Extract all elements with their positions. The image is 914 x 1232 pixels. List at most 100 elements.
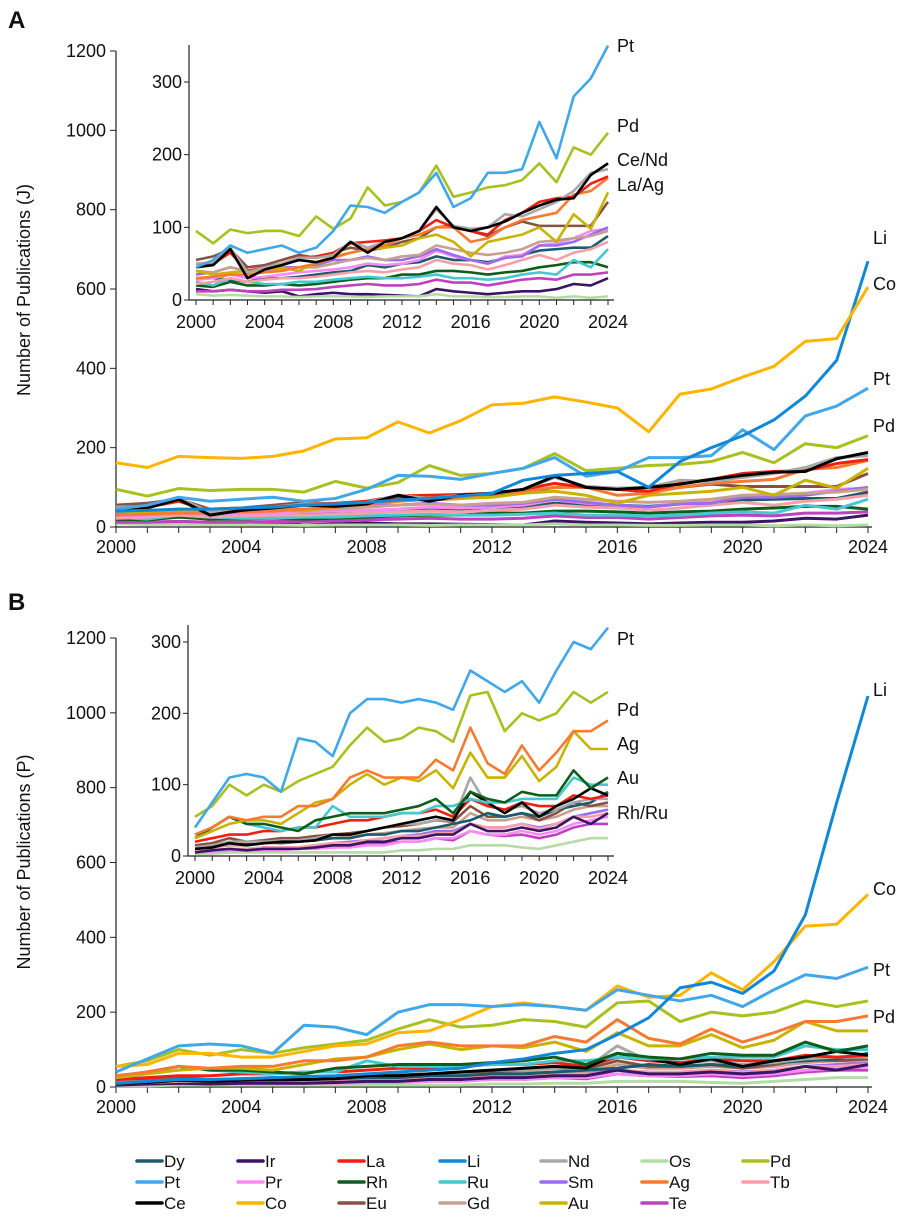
annotation-label: Pd <box>873 1007 895 1027</box>
inset-series-line-eu <box>194 801 609 847</box>
legend-label: Os <box>669 1152 691 1171</box>
legend-item-pd: Pd <box>741 1152 791 1171</box>
legend-label: Dy <box>164 1152 185 1171</box>
panel-label: B <box>8 589 25 616</box>
inset-series-line-pt <box>195 45 610 269</box>
inset-series-line-os <box>195 836 608 856</box>
annotation-label: Co <box>873 274 896 294</box>
y-tick-label: 1000 <box>66 120 106 140</box>
x-tick-label: 2020 <box>723 537 763 557</box>
y-tick-label: 800 <box>76 778 106 798</box>
inset-series-line-au <box>195 191 610 276</box>
inset-series-line-rh <box>194 769 609 840</box>
y-tick-label: 200 <box>76 438 106 458</box>
inset-y-tick-label: 200 <box>152 145 182 165</box>
legend-item-ag: Ag <box>640 1173 690 1192</box>
inset-series-line-ce <box>195 162 609 280</box>
inset-series-line-ir <box>194 812 609 854</box>
inset-x-tick-label: 2008 <box>313 868 353 888</box>
inset-y-tick-label: 0 <box>171 846 181 866</box>
legend-label: Rh <box>366 1173 388 1192</box>
y-tick-label: 0 <box>96 1077 106 1097</box>
legend-item-li: Li <box>438 1152 480 1171</box>
legend-item-eu: Eu <box>337 1194 387 1213</box>
inset-annotation-label: Ce/Nd <box>617 150 668 170</box>
inset-x-tick-label: 2012 <box>381 868 421 888</box>
series-line-tb <box>115 493 869 520</box>
legend-item-te: Te <box>640 1194 687 1213</box>
annotation-label: Li <box>873 228 887 248</box>
legend-label: Pt <box>164 1173 180 1192</box>
inset-series-line-rh <box>195 260 609 289</box>
y-tick-label: 400 <box>76 358 106 378</box>
inset-series-line-te <box>196 271 609 293</box>
inset-series-line-ce <box>194 786 609 851</box>
x-tick-label: 2004 <box>221 1097 261 1117</box>
legend-item-pr: Pr <box>236 1173 282 1192</box>
inset-annotation-label: Pt <box>617 629 634 649</box>
x-tick-label: 2008 <box>347 1097 387 1117</box>
inset-series-line-ag <box>194 719 609 836</box>
y-tick-label: 400 <box>76 927 106 947</box>
inset-annotation-label: Rh/Ru <box>617 803 668 823</box>
y-axis-label: Number of Publications (P) <box>14 754 34 969</box>
x-tick-label: 2016 <box>597 1097 637 1117</box>
legend-label: Te <box>669 1194 687 1213</box>
legend-item-tb: Tb <box>741 1173 790 1192</box>
x-tick-label: 2024 <box>848 1097 888 1117</box>
series-line-pd <box>115 999 869 1068</box>
y-tick-label: 600 <box>76 853 106 873</box>
inset-annotation-label: Au <box>617 768 639 788</box>
x-tick-label: 2024 <box>848 537 888 557</box>
legend-label: La <box>366 1152 385 1171</box>
inset-annotation-label: Ag <box>617 734 639 754</box>
y-tick-label: 1000 <box>66 703 106 723</box>
inset-y-tick-label: 300 <box>152 72 182 92</box>
inset-series-line-os <box>195 292 609 300</box>
series-line-te <box>116 510 869 524</box>
inset-series-line-tb <box>195 240 609 286</box>
y-tick-label: 0 <box>96 517 106 537</box>
inset-series-line-ru <box>195 248 609 287</box>
x-tick-label: 2012 <box>472 1097 512 1117</box>
series-line-pt <box>115 386 869 511</box>
series-line-co <box>115 893 870 1068</box>
inset-x-tick-label: 2004 <box>245 312 285 332</box>
legend-label: Eu <box>366 1194 387 1213</box>
inset-x-tick-label: 2024 <box>588 868 628 888</box>
y-tick-label: 600 <box>76 279 106 299</box>
series-line-ag <box>115 1014 869 1078</box>
series-line-pt <box>115 965 869 1074</box>
y-tick-label: 1200 <box>66 41 106 61</box>
inset-y-tick-label: 300 <box>151 632 181 652</box>
legend-item-au: Au <box>539 1194 589 1213</box>
inset-series-line-pd <box>194 690 609 818</box>
inset-x-tick-label: 2000 <box>175 868 215 888</box>
legend-item-ce: Ce <box>135 1194 186 1213</box>
legend-label: Tb <box>770 1173 790 1192</box>
legend-label: Ag <box>669 1173 690 1192</box>
inset-series-line-tb <box>195 811 609 852</box>
x-tick-label: 2012 <box>472 537 512 557</box>
x-tick-label: 2000 <box>96 1097 136 1117</box>
legend-item-ru: Ru <box>438 1173 489 1192</box>
x-tick-label: 2008 <box>347 537 387 557</box>
legend-label: Li <box>467 1152 480 1171</box>
legend-item-gd: Gd <box>438 1194 490 1213</box>
legend-item-dy: Dy <box>135 1152 185 1171</box>
legend-label: Pd <box>770 1152 791 1171</box>
inset-annotation-label: La/Ag <box>617 175 664 195</box>
legend-item-nd: Nd <box>539 1152 590 1171</box>
inset-x-tick-label: 2020 <box>519 868 559 888</box>
legend-item-rh: Rh <box>337 1173 388 1192</box>
legend-item-co: Co <box>236 1194 287 1213</box>
inset-series-line-ru <box>194 776 608 836</box>
inset-x-tick-label: 2004 <box>244 868 284 888</box>
y-tick-label: 800 <box>76 200 106 220</box>
series-line-ru <box>115 497 869 521</box>
inset-x-tick-label: 2016 <box>450 868 490 888</box>
y-tick-label: 200 <box>76 1002 106 1022</box>
inset-x-tick-label: 2000 <box>176 312 216 332</box>
